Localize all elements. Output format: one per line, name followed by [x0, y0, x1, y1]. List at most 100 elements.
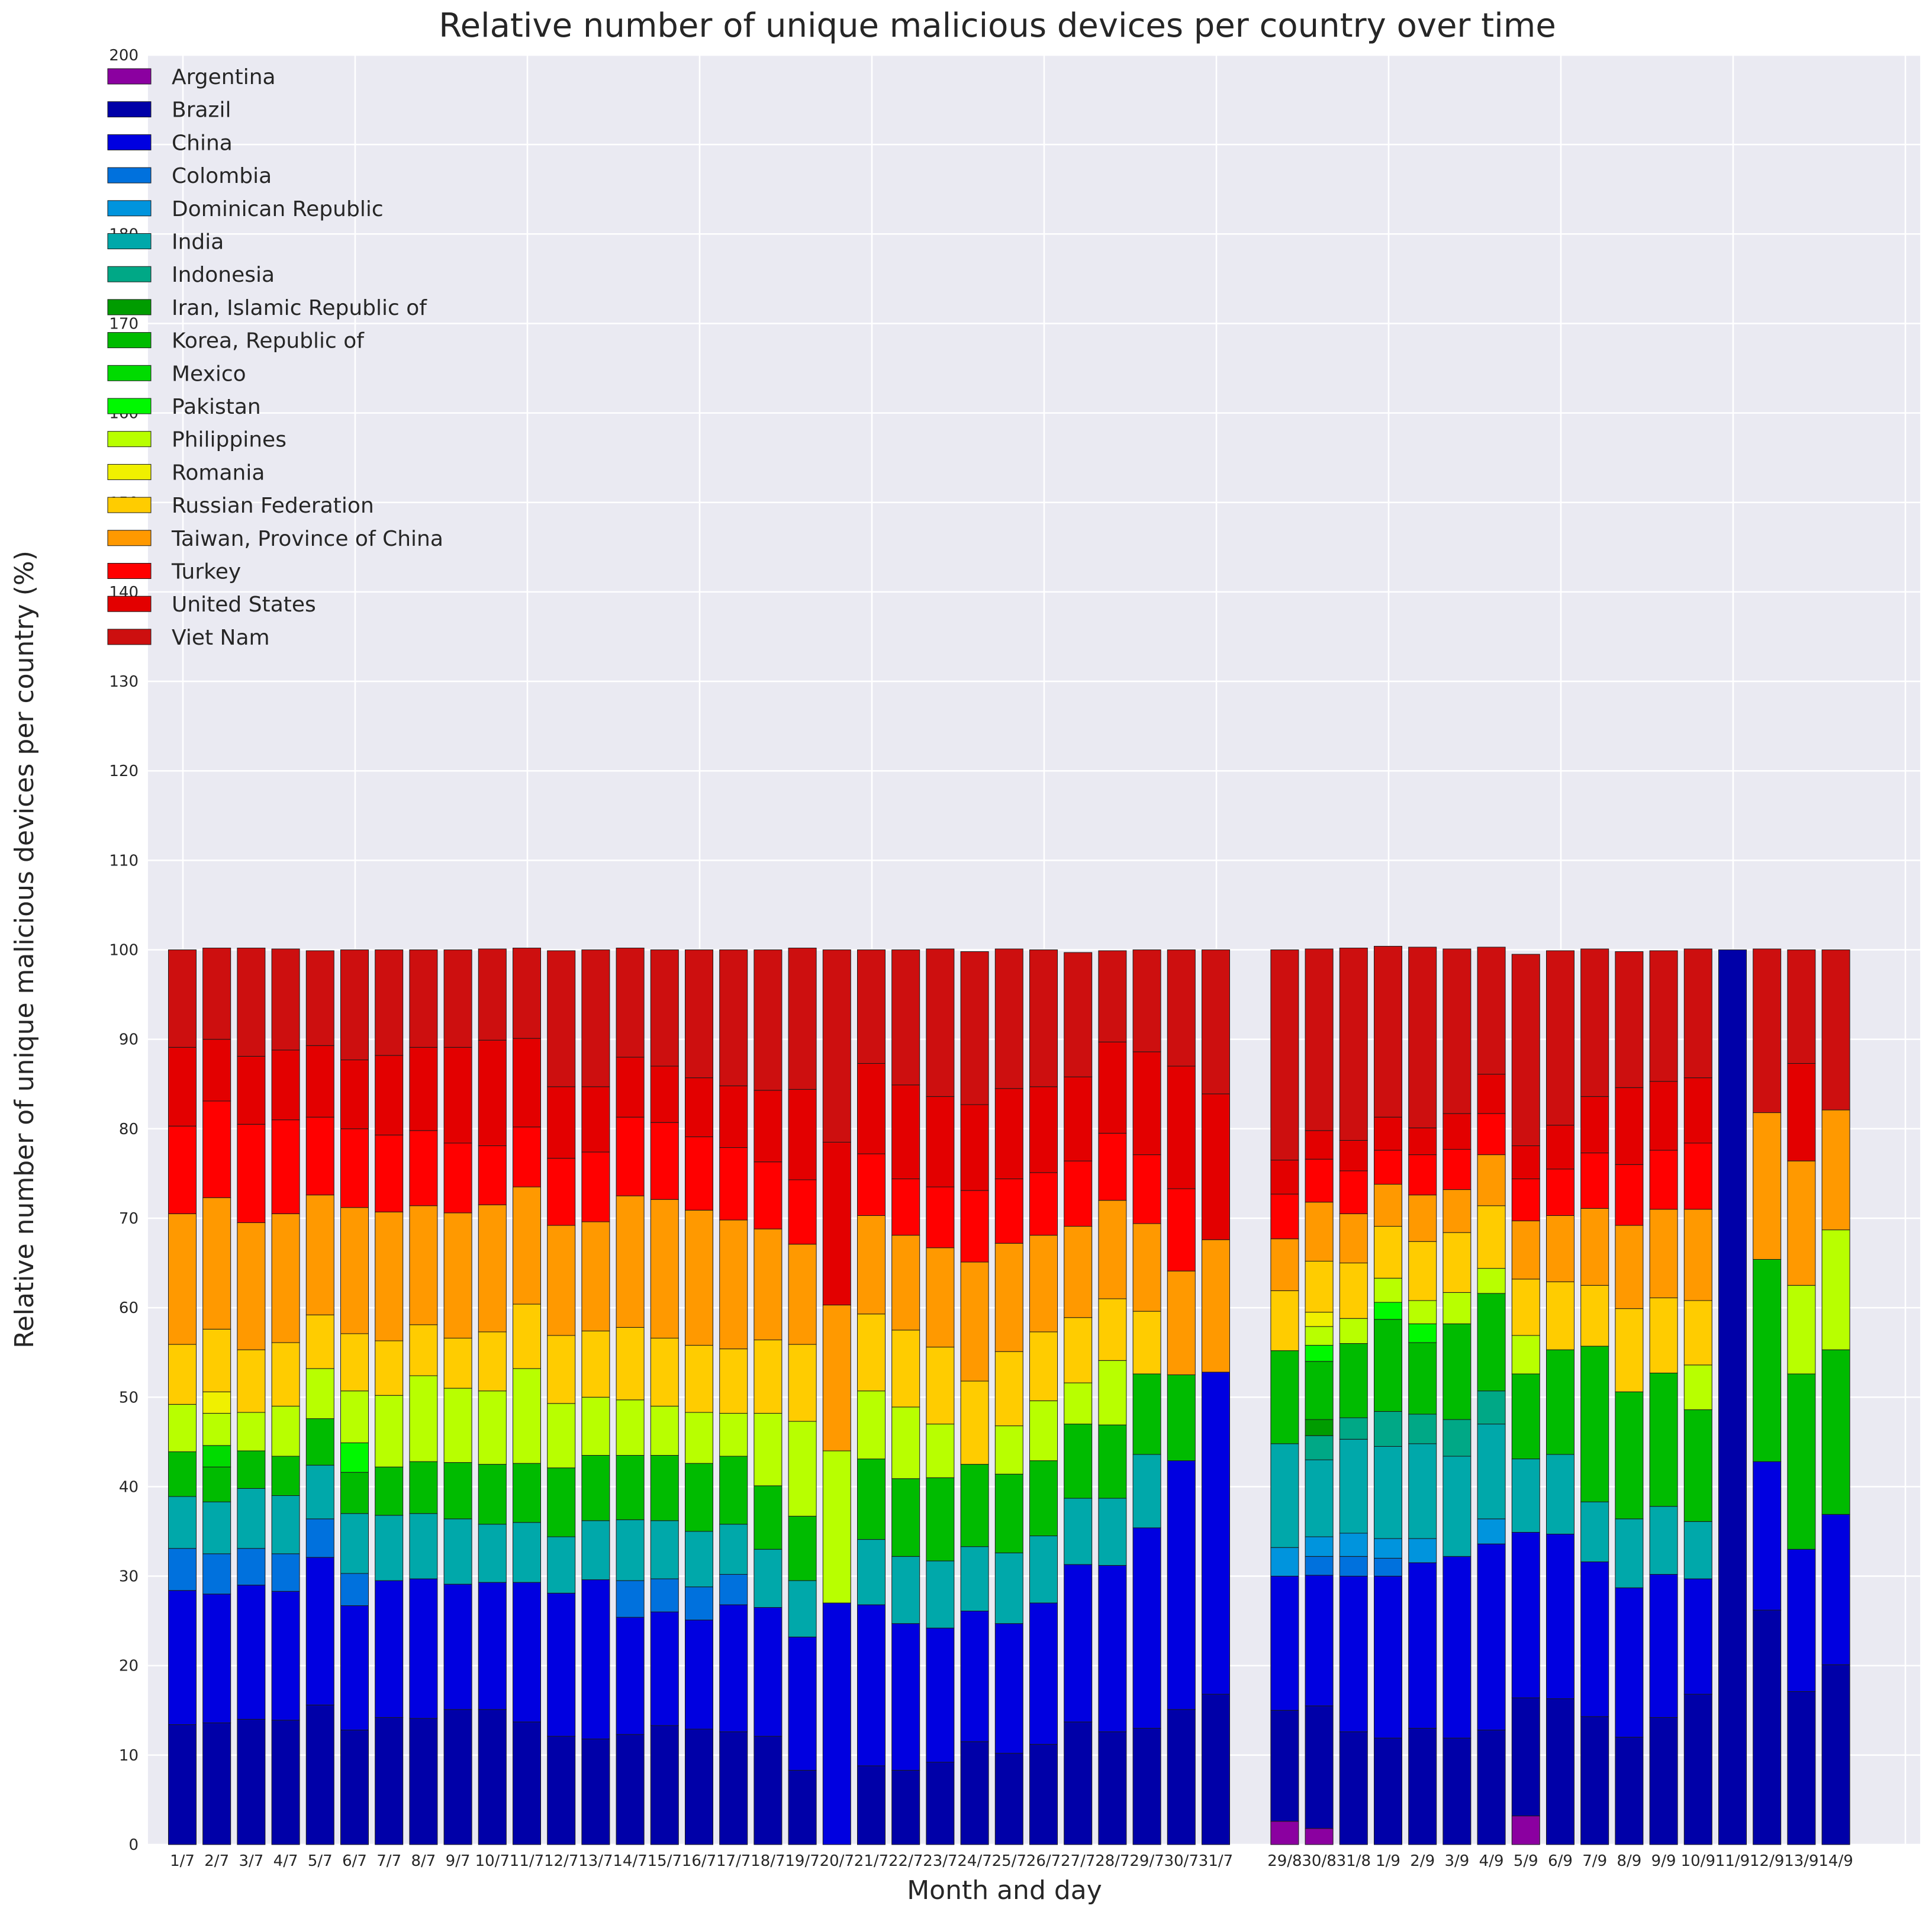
bar-segment-5-11: [340, 1391, 369, 1443]
bar-segment-9-14: [478, 1204, 507, 1333]
bar-segment-0-16: [168, 1047, 197, 1127]
bar-segment-32-15: [1305, 1158, 1334, 1203]
bar-segment-33-6: [1339, 1417, 1368, 1440]
legend-label-7: Iran, Islamic Republic of: [172, 296, 427, 320]
x-tick-label-10: 11/7: [510, 1852, 544, 1870]
bar-segment-7-2: [409, 1578, 438, 1719]
bar-segment-42-15: [1649, 1150, 1678, 1210]
bar-segment-38-17: [1511, 954, 1540, 1147]
x-tick-label-3: 4/7: [273, 1852, 298, 1870]
bar-segment-37-8: [1477, 1293, 1506, 1392]
bar-segment-28-15: [1132, 1154, 1161, 1224]
bar-segment-17-14: [754, 1228, 783, 1341]
bar-segment-19-2: [822, 1602, 851, 1845]
bar-segment-9-17: [478, 948, 507, 1041]
bar-segment-11-11: [547, 1403, 576, 1469]
bar-segment-26-16: [1064, 1076, 1093, 1161]
legend-label-16: United States: [172, 593, 316, 617]
legend-swatch-16: [107, 596, 152, 612]
bar-segment-46-8: [1787, 1373, 1816, 1550]
bar-segment-47-17: [1821, 950, 1850, 1111]
bar-segment-32-7: [1305, 1419, 1334, 1436]
x-tick-label-16: 17/7: [716, 1852, 751, 1870]
bar-segment-32-5: [1305, 1459, 1334, 1537]
bar-segment-14-8: [650, 1454, 679, 1521]
bar-segment-21-15: [891, 1178, 920, 1236]
bar-segment-9-2: [478, 1582, 507, 1710]
x-tick-label-7: 8/7: [411, 1852, 436, 1870]
bar-segment-39-17: [1546, 950, 1574, 1126]
bar-segment-27-14: [1098, 1200, 1127, 1299]
bar-segment-11-1: [547, 1736, 576, 1845]
x-tick-label-34: 1/9: [1376, 1852, 1400, 1870]
bar-segment-5-2: [340, 1605, 369, 1731]
bar-segment-28-13: [1132, 1311, 1161, 1375]
legend-swatch-8: [107, 332, 152, 349]
bar-segment-35-10: [1408, 1323, 1437, 1343]
bar-segment-10-15: [513, 1127, 541, 1187]
bar-segment-9-8: [478, 1464, 507, 1525]
legend-swatch-3: [107, 167, 152, 184]
bar-segment-4-8: [305, 1418, 334, 1466]
x-tick-label-41: 8/9: [1617, 1852, 1641, 1870]
bar-segment-3-3: [271, 1553, 300, 1592]
bar-segment-35-14: [1408, 1195, 1437, 1242]
bar-segment-0-11: [168, 1404, 197, 1452]
legend-label-5: India: [172, 230, 224, 255]
bar-segment-9-11: [478, 1391, 507, 1465]
bar-segment-15-1: [685, 1729, 713, 1845]
y-tick-label-0: 0: [128, 1836, 139, 1854]
x-tick-label-45: 12/9: [1750, 1852, 1784, 1870]
legend-label-4: Dominican Republic: [172, 197, 384, 221]
bar-segment-27-2: [1098, 1565, 1127, 1733]
bar-segment-9-5: [478, 1524, 507, 1583]
bar-segment-32-4: [1305, 1536, 1334, 1557]
bar-segment-40-14: [1580, 1208, 1609, 1286]
legend-label-13: Russian Federation: [172, 494, 374, 518]
bar-segment-13-15: [616, 1116, 645, 1196]
bar-segment-10-16: [513, 1038, 541, 1128]
bar-segment-18-11: [788, 1421, 817, 1517]
bar-segment-21-11: [891, 1407, 920, 1479]
bar-segment-18-17: [788, 947, 817, 1090]
x-tick-label-12: 13/7: [578, 1852, 613, 1870]
bar-segment-5-15: [340, 1128, 369, 1208]
bar-segment-42-8: [1649, 1372, 1678, 1507]
bar-segment-18-13: [788, 1344, 817, 1422]
legend-swatch-0: [107, 68, 152, 85]
bar-segment-43-2: [1683, 1578, 1712, 1695]
bar-segment-8-1: [443, 1709, 472, 1845]
bar-segment-36-11: [1442, 1292, 1471, 1324]
bar-segment-12-16: [581, 1086, 610, 1153]
bar-segment-39-13: [1546, 1281, 1574, 1350]
bar-segment-20-13: [857, 1314, 886, 1392]
bar-segment-28-8: [1132, 1373, 1161, 1455]
bar-segment-42-13: [1649, 1297, 1678, 1373]
x-tick-label-28: 29/7: [1129, 1852, 1164, 1870]
bar-segment-4-14: [305, 1195, 334, 1315]
bar-segment-43-13: [1683, 1300, 1712, 1366]
bar-segment-35-13: [1408, 1241, 1437, 1301]
bar-segment-22-1: [926, 1762, 955, 1845]
bar-segment-33-1: [1339, 1731, 1368, 1845]
legend-swatch-6: [107, 266, 152, 282]
bar-segment-14-1: [650, 1725, 679, 1845]
bar-segment-31-14: [1270, 1238, 1299, 1291]
bar-segment-24-5: [994, 1552, 1023, 1624]
legend-swatch-15: [107, 563, 152, 579]
bar-segment-26-5: [1064, 1498, 1093, 1565]
legend-swatch-12: [107, 464, 152, 480]
legend-swatch-14: [107, 530, 152, 546]
bar-segment-31-17: [1270, 950, 1299, 1161]
bar-segment-2-13: [237, 1349, 266, 1413]
bar-segment-4-3: [305, 1518, 334, 1558]
bar-segment-14-2: [650, 1611, 679, 1726]
bar-segment-42-14: [1649, 1209, 1678, 1298]
bar-segment-18-8: [788, 1515, 817, 1581]
bar-segment-24-8: [994, 1473, 1023, 1553]
bar-segment-24-17: [994, 948, 1023, 1089]
bar-segment-38-1: [1511, 1697, 1540, 1817]
bar-segment-47-2: [1821, 1514, 1850, 1665]
bar-segment-32-1: [1305, 1705, 1334, 1829]
